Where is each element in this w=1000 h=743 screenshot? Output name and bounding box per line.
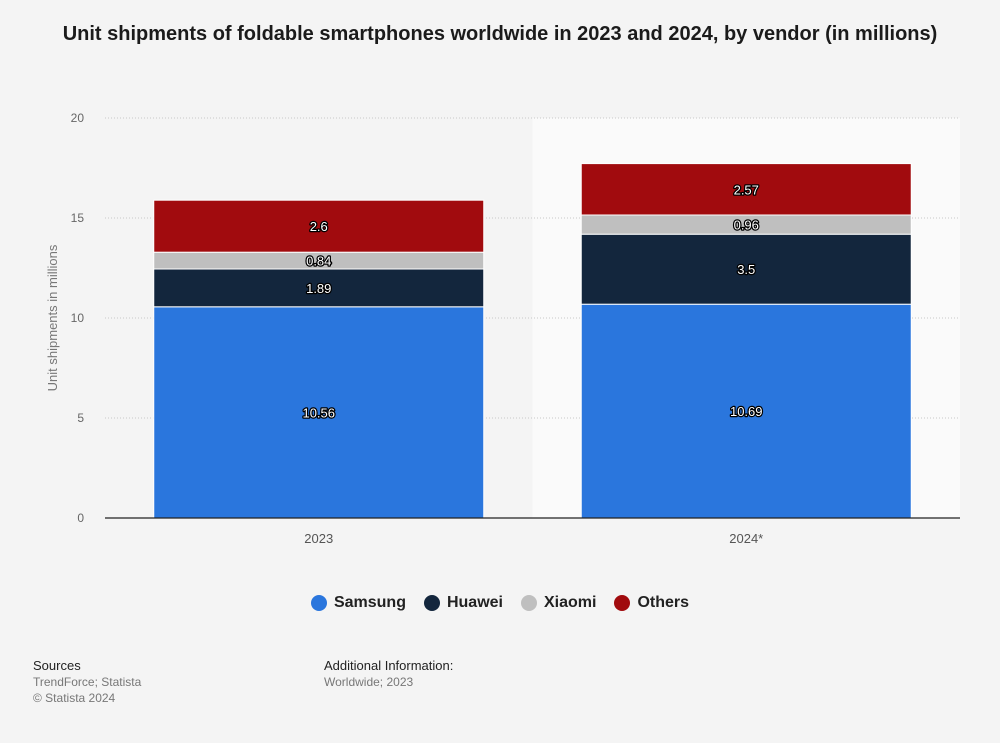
stacked-bar-chart: 0 5 10 15 20 Unit shipments in millions 10.56 1… (45, 111, 960, 546)
additional-info-block: Additional Information: Worldwide; 2023 (324, 658, 453, 690)
legend-item-others[interactable]: Others (614, 594, 689, 612)
legend-label: Huawei (446, 594, 503, 611)
chart-legend: Samsung Huawei Xiaomi Others (0, 594, 1000, 612)
legend-swatch (310, 595, 327, 611)
sources-heading[interactable]: Sources (33, 658, 81, 673)
x-tick-label: 2024* (729, 531, 763, 546)
data-label: 2.6 (310, 219, 328, 234)
y-tick-label: 5 (77, 411, 84, 425)
y-tick-label: 20 (71, 111, 85, 125)
legend-item-xiaomi[interactable]: Xiaomi (520, 594, 597, 612)
data-label: 1.89 (306, 281, 331, 296)
y-tick-label: 0 (77, 511, 84, 525)
data-label: 0.84 (306, 254, 331, 269)
y-tick-label: 10 (71, 311, 85, 325)
legend-label: Others (637, 594, 690, 611)
legend-item-samsung[interactable]: Samsung (310, 594, 406, 612)
legend-swatch (614, 595, 631, 611)
additional-info-heading[interactable]: Additional Information: (324, 658, 454, 673)
data-label: 2.57 (734, 182, 759, 197)
y-tick-label: 15 (71, 211, 85, 225)
legend-label: Xiaomi (543, 594, 597, 611)
y-axis-label: Unit shipments in millions (45, 244, 60, 391)
bar-others-0 (153, 199, 485, 253)
additional-info-text: Worldwide; 2023 (324, 675, 414, 689)
legend-label: Samsung (333, 594, 406, 611)
x-tick-label: 2023 (304, 531, 333, 546)
data-label: 3.5 (737, 262, 755, 277)
bar-huawei-0 (153, 268, 485, 308)
data-label: 0.96 (734, 218, 759, 233)
copyright-text: © Statista 2024 (33, 691, 116, 705)
data-label: 10.56 (302, 405, 335, 420)
legend-swatch (423, 595, 440, 611)
chart-title: Unit shipments of foldable smartphones w… (62, 23, 938, 45)
data-label: 10.69 (730, 404, 763, 419)
legend-swatch (520, 595, 537, 611)
bar-samsung-0 (153, 306, 485, 519)
bar-others-1 (580, 163, 912, 216)
sources-block: Sources TrendForce; Statista © Statista … (33, 658, 141, 706)
legend-item-huawei[interactable]: Huawei (423, 594, 503, 612)
sources-text: TrendForce; Statista (33, 675, 142, 689)
